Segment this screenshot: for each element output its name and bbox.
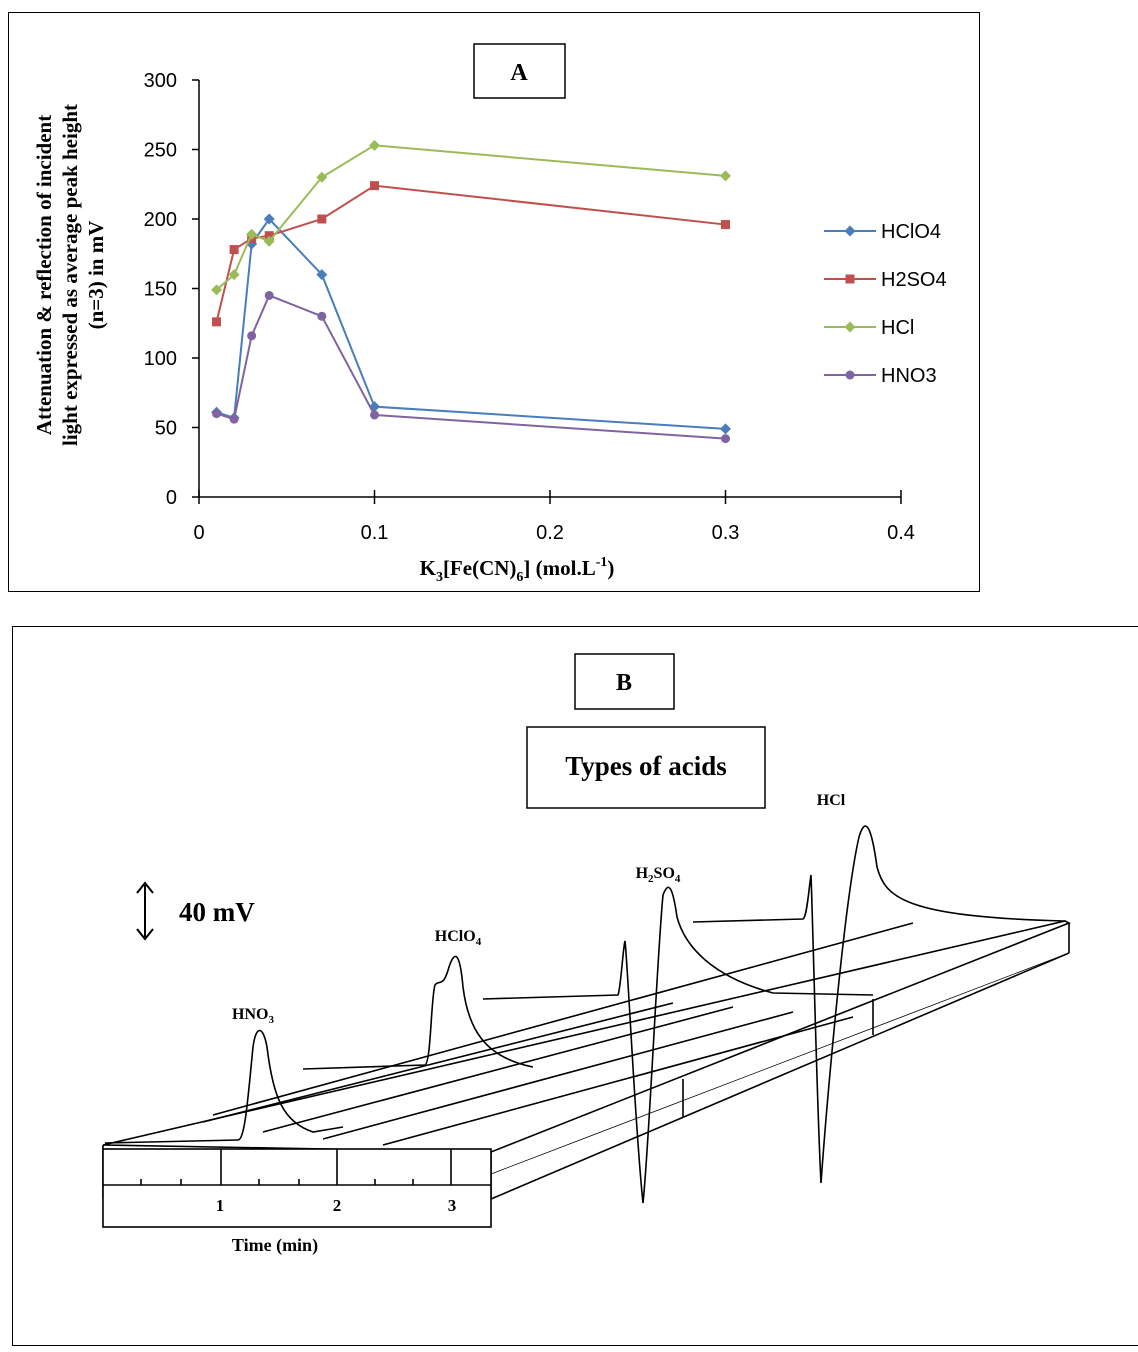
legend-marker-hcl (844, 321, 856, 333)
time-axis (102, 1148, 492, 1228)
data-point-hno3 (229, 414, 239, 424)
time-tick-2: 2 (333, 1196, 342, 1215)
data-point-hno3 (721, 434, 730, 444)
y-tick-label: 200 (144, 209, 177, 231)
panel-b: B Types of acids 40 mV (12, 626, 1138, 1346)
y-tick-label: 300 (144, 70, 177, 92)
series-line-hno3 (216, 294, 726, 440)
peak-label-h2so4: H2SO4 (636, 865, 681, 885)
data-point-hno3 (247, 331, 257, 341)
x-tick-label: 0.2 (536, 522, 564, 544)
data-point-h2so4 (370, 181, 379, 191)
plot-series (211, 139, 731, 444)
time-tick-3: 3 (448, 1196, 457, 1215)
y-axis-title: Attenuation & reflection of incident lig… (32, 104, 108, 446)
peak-label-hcl: HCl (817, 792, 846, 809)
panel-b-label-box (574, 653, 675, 710)
time-axis-title: Time (min) (232, 1235, 318, 1256)
chromatogram-figure: B Types of acids 40 mV (102, 653, 1071, 1256)
x-tick-label: 0.1 (361, 522, 389, 544)
legend-label-hno3: HNO3 (881, 365, 937, 387)
data-point-hcl (263, 235, 275, 247)
peak-label-hclo4: HClO4 (435, 928, 482, 948)
legend: HClO4 H2SO4 HCl HNO3 (824, 221, 947, 387)
data-point-h2so4 (229, 245, 239, 255)
scale-label: 40 mV (179, 897, 255, 927)
x-axis-title: K3[Fe(CN)6] (mol.L-1) (420, 555, 615, 585)
y-axis-title-line-1: Attenuation & reflection of incident (32, 115, 56, 435)
data-point-hclo4 (316, 269, 328, 281)
legend-marker-hclo4 (844, 225, 856, 237)
peak-label-hno3: HNO3 (232, 1006, 274, 1026)
trace-hclo4 (302, 955, 534, 1070)
panel-a-label-box (473, 43, 566, 99)
x-title-base: K (420, 556, 437, 580)
legend-label-hclo4: HClO4 (881, 221, 941, 243)
data-point-hno3 (370, 410, 379, 420)
trace-h2so4 (482, 886, 874, 1204)
x-tick-label: 0.3 (712, 522, 740, 544)
series-line-h2so4 (215, 184, 726, 323)
data-point-h2so4 (264, 231, 274, 241)
panel-a-label: A (510, 60, 528, 86)
scale-bar-icon (136, 881, 154, 941)
legend-marker-hno3 (845, 370, 855, 380)
chart-a: A Attenuation & reflection of incident l… (32, 43, 947, 585)
panel-b-label: B (616, 670, 632, 696)
data-point-h2so4 (212, 317, 222, 327)
y-tick-label: 250 (144, 140, 177, 162)
legend-label-hcl: HCl (881, 317, 914, 339)
data-point-hcl (228, 269, 240, 281)
y-tick-label: 50 (155, 418, 177, 440)
panel-a: A Attenuation & reflection of incident l… (8, 12, 980, 592)
title-box (526, 726, 766, 809)
x-tick-label: 0 (193, 522, 204, 544)
x-title-sup: -1 (596, 555, 608, 570)
data-point-hcl (720, 170, 731, 182)
data-point-h2so4 (721, 220, 730, 230)
legend-label-h2so4: H2SO4 (881, 269, 947, 291)
x-title-sub-1: 3 (436, 570, 443, 585)
y-tick-label: 0 (166, 487, 177, 509)
series-line-hcl (215, 144, 726, 291)
data-point-hcl (211, 284, 223, 296)
axes: 0 0.1 0.2 0.3 0.4 0 50 100 150 200 250 300 (144, 70, 915, 544)
time-tick-1: 1 (216, 1196, 225, 1215)
y-axis-title-line-3: (n=3) in mV (84, 221, 108, 330)
x-title-sub-2: 6 (516, 570, 523, 585)
x-tick-label: 0.4 (887, 522, 915, 544)
data-point-hno3 (212, 409, 222, 419)
legend-marker-h2so4 (845, 274, 855, 284)
baseline-platform (102, 920, 1071, 1200)
series-line-hclo4 (216, 217, 726, 430)
y-axis-title-line-2: light expressed as average peak height (58, 104, 82, 446)
trace-hcl (692, 825, 1066, 1184)
x-title-close: ) (607, 556, 614, 580)
y-tick-label: 150 (144, 279, 177, 301)
data-point-h2so4 (317, 214, 327, 224)
data-point-hclo4 (720, 423, 731, 435)
data-point-hcl (369, 139, 380, 151)
data-point-hcl (246, 228, 258, 240)
x-title-mid: [Fe(CN) (443, 556, 516, 580)
data-point-hcl (316, 171, 328, 183)
trace-hno3 (104, 1029, 344, 1144)
data-point-hno3 (264, 290, 274, 300)
data-point-hclo4 (263, 213, 275, 225)
chromatogram-traces (104, 825, 1066, 1204)
y-tick-label: 100 (144, 348, 177, 370)
x-title-end: ] (mol.L (523, 556, 595, 580)
figure-b-title: Types of acids (565, 751, 727, 781)
data-point-hno3 (317, 311, 327, 321)
